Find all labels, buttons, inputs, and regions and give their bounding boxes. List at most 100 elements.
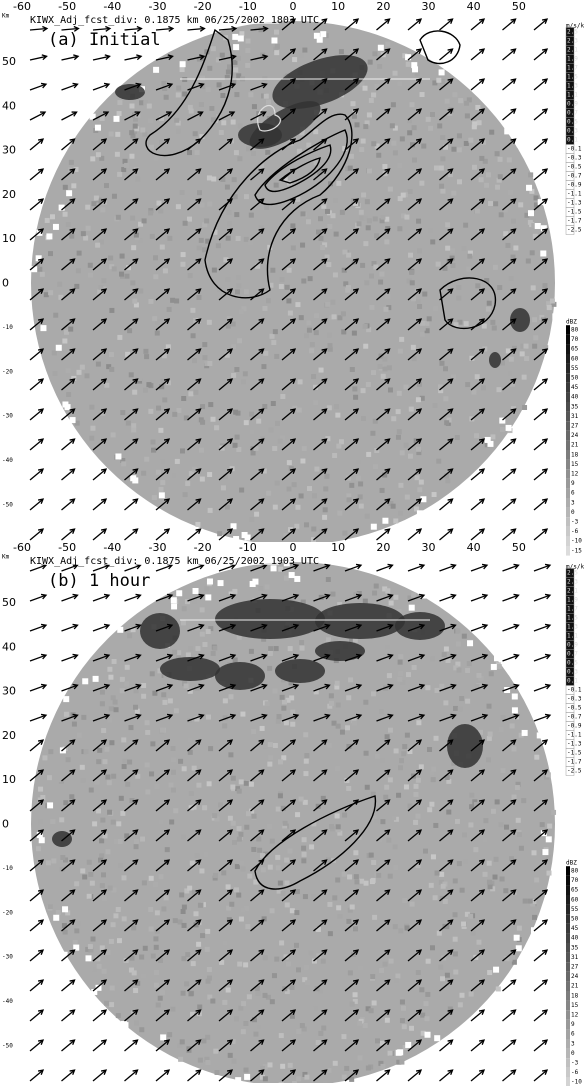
radar-pixel — [118, 839, 123, 844]
radar-pixel — [205, 1060, 210, 1065]
wind-vector — [62, 439, 75, 450]
radar-pixel — [111, 922, 116, 927]
radar-pixel — [309, 348, 314, 353]
radar-pixel — [341, 1034, 346, 1039]
radar-pixel — [468, 138, 473, 143]
colorbar-label: 1.7 — [567, 606, 578, 613]
edge-gap — [410, 1058, 416, 1064]
x-tick-label: 20 — [376, 0, 390, 13]
radar-pixel — [437, 488, 442, 493]
radar-pixel — [244, 237, 249, 242]
radar-pixel — [184, 981, 189, 986]
colorbar-cell — [566, 344, 570, 354]
radar-pixel — [452, 92, 457, 97]
radar-pixel — [371, 92, 376, 97]
radar-pixel — [76, 921, 81, 926]
panel: -60-50-40-30-20-1001020304050Km504030201… — [2, 541, 584, 1086]
colorbar-label: -1.7 — [567, 218, 582, 225]
radar-pixel — [445, 99, 450, 104]
radar-pixel — [461, 922, 466, 927]
radar-pixel — [287, 268, 292, 273]
radar-pixel — [282, 699, 287, 704]
radar-pixel — [94, 196, 99, 201]
radar-pixel — [207, 361, 212, 366]
radar-pixel — [387, 673, 392, 678]
edge-gap — [235, 1077, 241, 1083]
radar-pixel — [263, 744, 268, 749]
radar-pixel — [385, 588, 390, 593]
colorbar-label: 15 — [571, 461, 579, 468]
radar-pixel — [414, 784, 419, 789]
radar-pixel — [268, 646, 273, 651]
radar-pixel — [167, 307, 172, 312]
radar-pixel — [352, 386, 357, 391]
radar-pixel — [193, 131, 198, 136]
radar-pixel — [359, 210, 364, 215]
radar-pixel — [350, 367, 355, 372]
radar-pixel — [399, 758, 404, 763]
radar-pixel — [129, 154, 134, 159]
wind-vector — [30, 169, 43, 180]
edge-gap — [370, 535, 376, 541]
radar-pixel — [212, 645, 217, 650]
colorbar-label: 55 — [571, 365, 579, 372]
radar-pixel — [148, 299, 153, 304]
radar-pixel — [390, 123, 395, 128]
x-tick-label: 50 — [512, 0, 526, 13]
radar-pixel — [160, 990, 165, 995]
radar-pixel — [185, 481, 190, 486]
colorbar-cell — [566, 450, 570, 460]
radar-pixel — [419, 764, 424, 769]
wind-vector — [30, 529, 43, 540]
radar-pixel — [299, 493, 304, 498]
radar-pixel — [221, 870, 226, 875]
radar-pixel — [187, 737, 192, 742]
radar-pixel — [310, 342, 315, 347]
radar-pixel — [507, 157, 512, 162]
radar-pixel — [112, 194, 117, 199]
radar-pixel — [263, 993, 268, 998]
wind-vector — [408, 529, 421, 540]
radar-pixel — [346, 316, 351, 321]
radar-pixel — [101, 872, 106, 877]
radar-pixel — [426, 117, 431, 122]
y-tick-label: 10 — [2, 232, 16, 245]
x-tick-label: 50 — [512, 541, 526, 554]
radar-pixel — [50, 214, 55, 219]
edge-gap — [382, 518, 388, 524]
colorbar-label: 27 — [571, 423, 579, 430]
wind-vector — [534, 980, 547, 991]
radar-pixel — [465, 382, 470, 387]
radar-pixel — [258, 586, 263, 591]
y-tick-label: -10 — [2, 324, 13, 331]
radar-pixel — [423, 1001, 428, 1006]
wind-vector — [408, 1070, 421, 1081]
colorbar-label: 2.5 — [567, 29, 578, 36]
colorbar-label: 55 — [571, 906, 579, 913]
radar-pixel — [499, 212, 504, 217]
radar-pixel — [135, 177, 140, 182]
radar-pixel — [523, 899, 528, 904]
radar-pixel — [285, 902, 290, 907]
radar-pixel — [339, 439, 344, 444]
radar-pixel — [195, 646, 200, 651]
radar-pixel — [226, 988, 231, 993]
radar-pixel — [204, 586, 209, 591]
radar-pixel — [547, 824, 552, 829]
radar-pixel — [105, 774, 110, 779]
radar-pixel — [159, 820, 164, 825]
y-tick-label: -50 — [2, 501, 13, 508]
radar-pixel — [199, 448, 204, 453]
radar-pixel — [318, 216, 323, 221]
radar-pixel — [288, 646, 293, 651]
colorbar-label: 18 — [571, 451, 579, 458]
radar-pixel — [357, 427, 362, 432]
radar-pixel — [462, 832, 467, 837]
radar-pixel — [81, 231, 86, 236]
radar-pixel — [308, 706, 313, 711]
radar-pixel — [188, 991, 193, 996]
radar-pixel — [356, 476, 361, 481]
radar-pixel — [348, 970, 353, 975]
radar-pixel — [495, 151, 500, 156]
radar-pixel — [109, 740, 114, 745]
